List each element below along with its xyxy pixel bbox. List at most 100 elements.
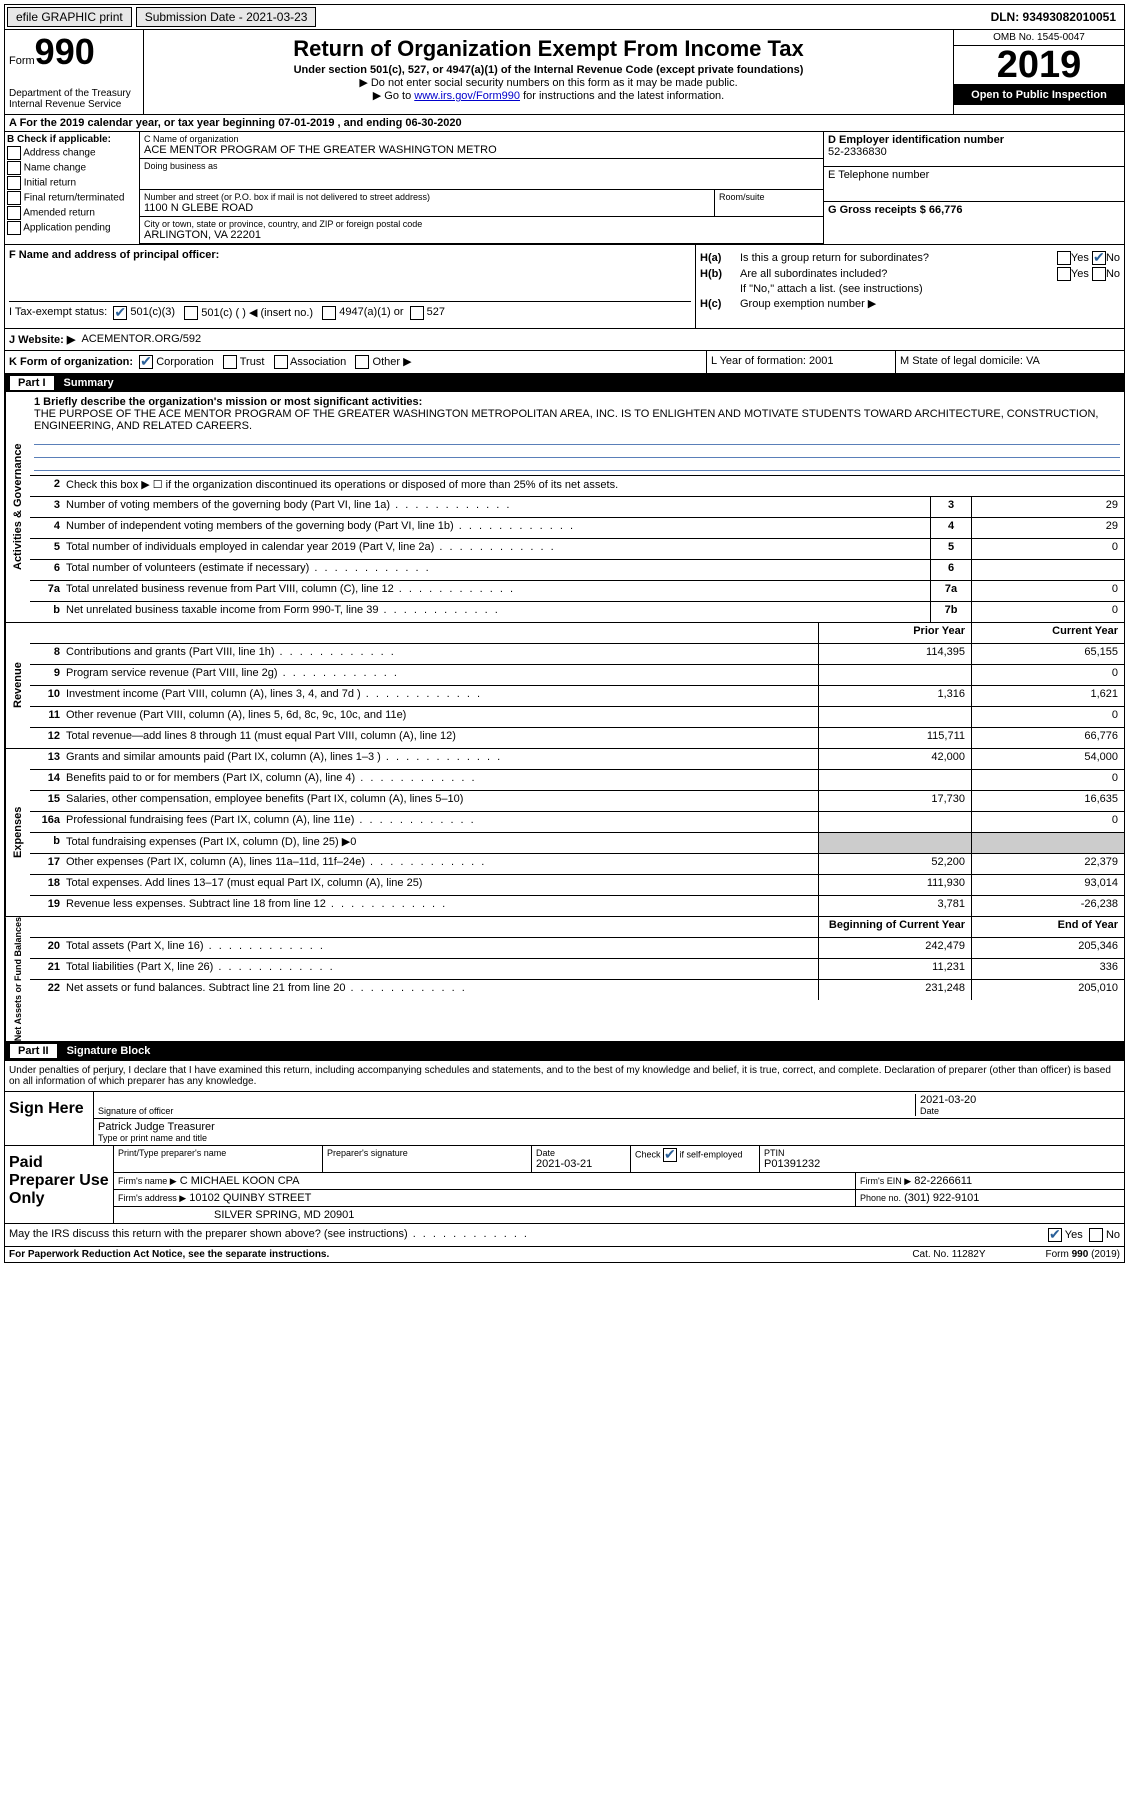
exp-body: 13Grants and similar amounts paid (Part …: [30, 749, 1124, 916]
line-9: 9Program service revenue (Part VIII, lin…: [30, 665, 1124, 686]
opt-amended[interactable]: Amended return: [7, 206, 137, 220]
n4: 4: [30, 518, 62, 538]
ha-no[interactable]: [1092, 251, 1106, 265]
opt-address[interactable]: Address change: [7, 146, 137, 160]
sign-here-row: Sign Here Signature of officer 2021-03-2…: [5, 1091, 1124, 1145]
side-gov: Activities & Governance: [5, 392, 30, 622]
street-label: Number and street (or P.O. box if mail i…: [144, 192, 710, 202]
prep-row-3: Firm's address ▶ 10102 QUINBY STREET Pho…: [114, 1190, 1124, 1207]
line-16b: bTotal fundraising expenses (Part IX, co…: [30, 833, 1124, 854]
opt-name[interactable]: Name change: [7, 161, 137, 175]
paid-prep-label: Paid Preparer Use Only: [5, 1146, 114, 1223]
print-btn[interactable]: efile GRAPHIC print: [7, 7, 132, 27]
n7a: 7a: [30, 581, 62, 601]
chk-527[interactable]: [410, 306, 424, 320]
form-number: 990: [35, 31, 95, 72]
discuss-no[interactable]: [1089, 1228, 1103, 1242]
discuss-yes[interactable]: [1048, 1228, 1062, 1242]
ein: 52-2336830: [828, 146, 887, 158]
v5: 0: [971, 539, 1124, 559]
ptin: P01391232: [764, 1158, 1120, 1170]
d15: Salaries, other compensation, employee b…: [62, 791, 818, 811]
hc-row: H(c) Group exemption number ▶: [700, 297, 1120, 310]
d20: Total assets (Part X, line 16): [62, 938, 818, 958]
sign-here: Sign Here: [5, 1092, 94, 1145]
nc4: 4: [930, 518, 971, 538]
f-label: F Name and address of principal officer:: [9, 249, 219, 261]
expenses-section: Expenses 13Grants and similar amounts pa…: [4, 749, 1125, 917]
d12: Total revenue—add lines 8 through 11 (mu…: [62, 728, 818, 748]
c10: 1,621: [971, 686, 1124, 706]
line-16a: 16aProfessional fundraising fees (Part I…: [30, 812, 1124, 833]
d10: Investment income (Part VIII, column (A)…: [62, 686, 818, 706]
tax-year: 2019: [954, 46, 1124, 85]
part1-header: Part I Summary: [4, 374, 1125, 392]
d5: Total number of individuals employed in …: [62, 539, 930, 559]
opt-final[interactable]: Final return/terminated: [7, 191, 137, 205]
d18: Total expenses. Add lines 13–17 (must eq…: [62, 875, 818, 895]
ha-yes[interactable]: [1057, 251, 1071, 265]
l-cell: L Year of formation: 2001: [707, 351, 896, 373]
p16a: [818, 812, 971, 832]
c16a: 0: [971, 812, 1124, 832]
ein-label: D Employer identification number: [828, 134, 1004, 146]
line-19: 19Revenue less expenses. Subtract line 1…: [30, 896, 1124, 916]
line-7b: b Net unrelated business taxable income …: [30, 602, 1124, 622]
opt-501c3: 501(c)(3): [130, 306, 175, 320]
d16b: Total fundraising expenses (Part IX, col…: [62, 833, 818, 853]
gov-body: 1 Briefly describe the organization's mi…: [30, 392, 1124, 622]
p8: 114,395: [818, 644, 971, 664]
nc7b: 7b: [930, 602, 971, 622]
d7b: Net unrelated business taxable income fr…: [62, 602, 930, 622]
i-label: I Tax-exempt status:: [9, 306, 107, 320]
line-10: 10Investment income (Part VIII, column (…: [30, 686, 1124, 707]
opt-corp: Corporation: [156, 356, 213, 368]
part2-title: Signature Block: [67, 1045, 151, 1057]
d2: Check this box ▶ ☐ if the organization d…: [62, 476, 1124, 496]
prep-date: 2021-03-21: [536, 1158, 626, 1170]
col-de: D Employer identification number 52-2336…: [823, 132, 1124, 244]
chk-501c[interactable]: [184, 306, 198, 320]
v6: [971, 560, 1124, 580]
header-center: Return of Organization Exempt From Incom…: [144, 30, 953, 114]
firm-name: C MICHAEL KOON CPA: [180, 1175, 300, 1187]
d4: Number of independent voting members of …: [62, 518, 930, 538]
chk-trust[interactable]: [223, 355, 237, 369]
opt-initial[interactable]: Initial return: [7, 176, 137, 190]
phone-label2: Phone no.: [860, 1193, 901, 1203]
footer-right: Form 990 (2019): [1046, 1249, 1120, 1260]
chk-501c3[interactable]: [113, 306, 127, 320]
prep-sig-label: Preparer's signature: [327, 1148, 527, 1158]
net-header: Beginning of Current Year End of Year: [30, 917, 1124, 938]
opt-pending[interactable]: Application pending: [7, 221, 137, 235]
d14: Benefits paid to or for members (Part IX…: [62, 770, 818, 790]
kl-row: K Form of organization: Corporation Trus…: [4, 351, 1125, 374]
note2-pre: ▶ Go to: [373, 90, 414, 102]
dba-label: Doing business as: [144, 161, 819, 171]
form-subtitle: Under section 501(c), 527, or 4947(a)(1)…: [148, 64, 949, 76]
d9: Program service revenue (Part VIII, line…: [62, 665, 818, 685]
chk-assoc[interactable]: [274, 355, 288, 369]
col-f: F Name and address of principal officer:…: [5, 245, 695, 328]
col-b: B Check if applicable: Address change Na…: [5, 132, 140, 244]
hb-no[interactable]: [1092, 267, 1106, 281]
hb-note-row: If "No," attach a list. (see instruction…: [700, 283, 1120, 295]
chk-corp[interactable]: [139, 355, 153, 369]
hb-opts: Yes No: [1010, 267, 1120, 281]
net-body: Beginning of Current Year End of Year 20…: [30, 917, 1124, 1041]
n3: 3: [30, 497, 62, 517]
k-label: K Form of organization:: [9, 356, 133, 368]
d8: Contributions and grants (Part VIII, lin…: [62, 644, 818, 664]
org-name-box: C Name of organization ACE MENTOR PROGRA…: [140, 132, 823, 159]
chk-other[interactable]: [355, 355, 369, 369]
open-public: Open to Public Inspection: [954, 85, 1124, 105]
firm-ein: 82-2266611: [914, 1175, 972, 1187]
c21: 336: [971, 959, 1124, 979]
line-21: 21Total liabilities (Part X, line 26)11,…: [30, 959, 1124, 980]
firm-addr1: 10102 QUINBY STREET: [189, 1192, 311, 1204]
opt-527: 527: [427, 306, 445, 320]
hb-yes[interactable]: [1057, 267, 1071, 281]
chk-4947[interactable]: [322, 306, 336, 320]
instructions-link[interactable]: www.irs.gov/Form990: [414, 90, 520, 102]
self-emp-chk[interactable]: [663, 1148, 677, 1162]
